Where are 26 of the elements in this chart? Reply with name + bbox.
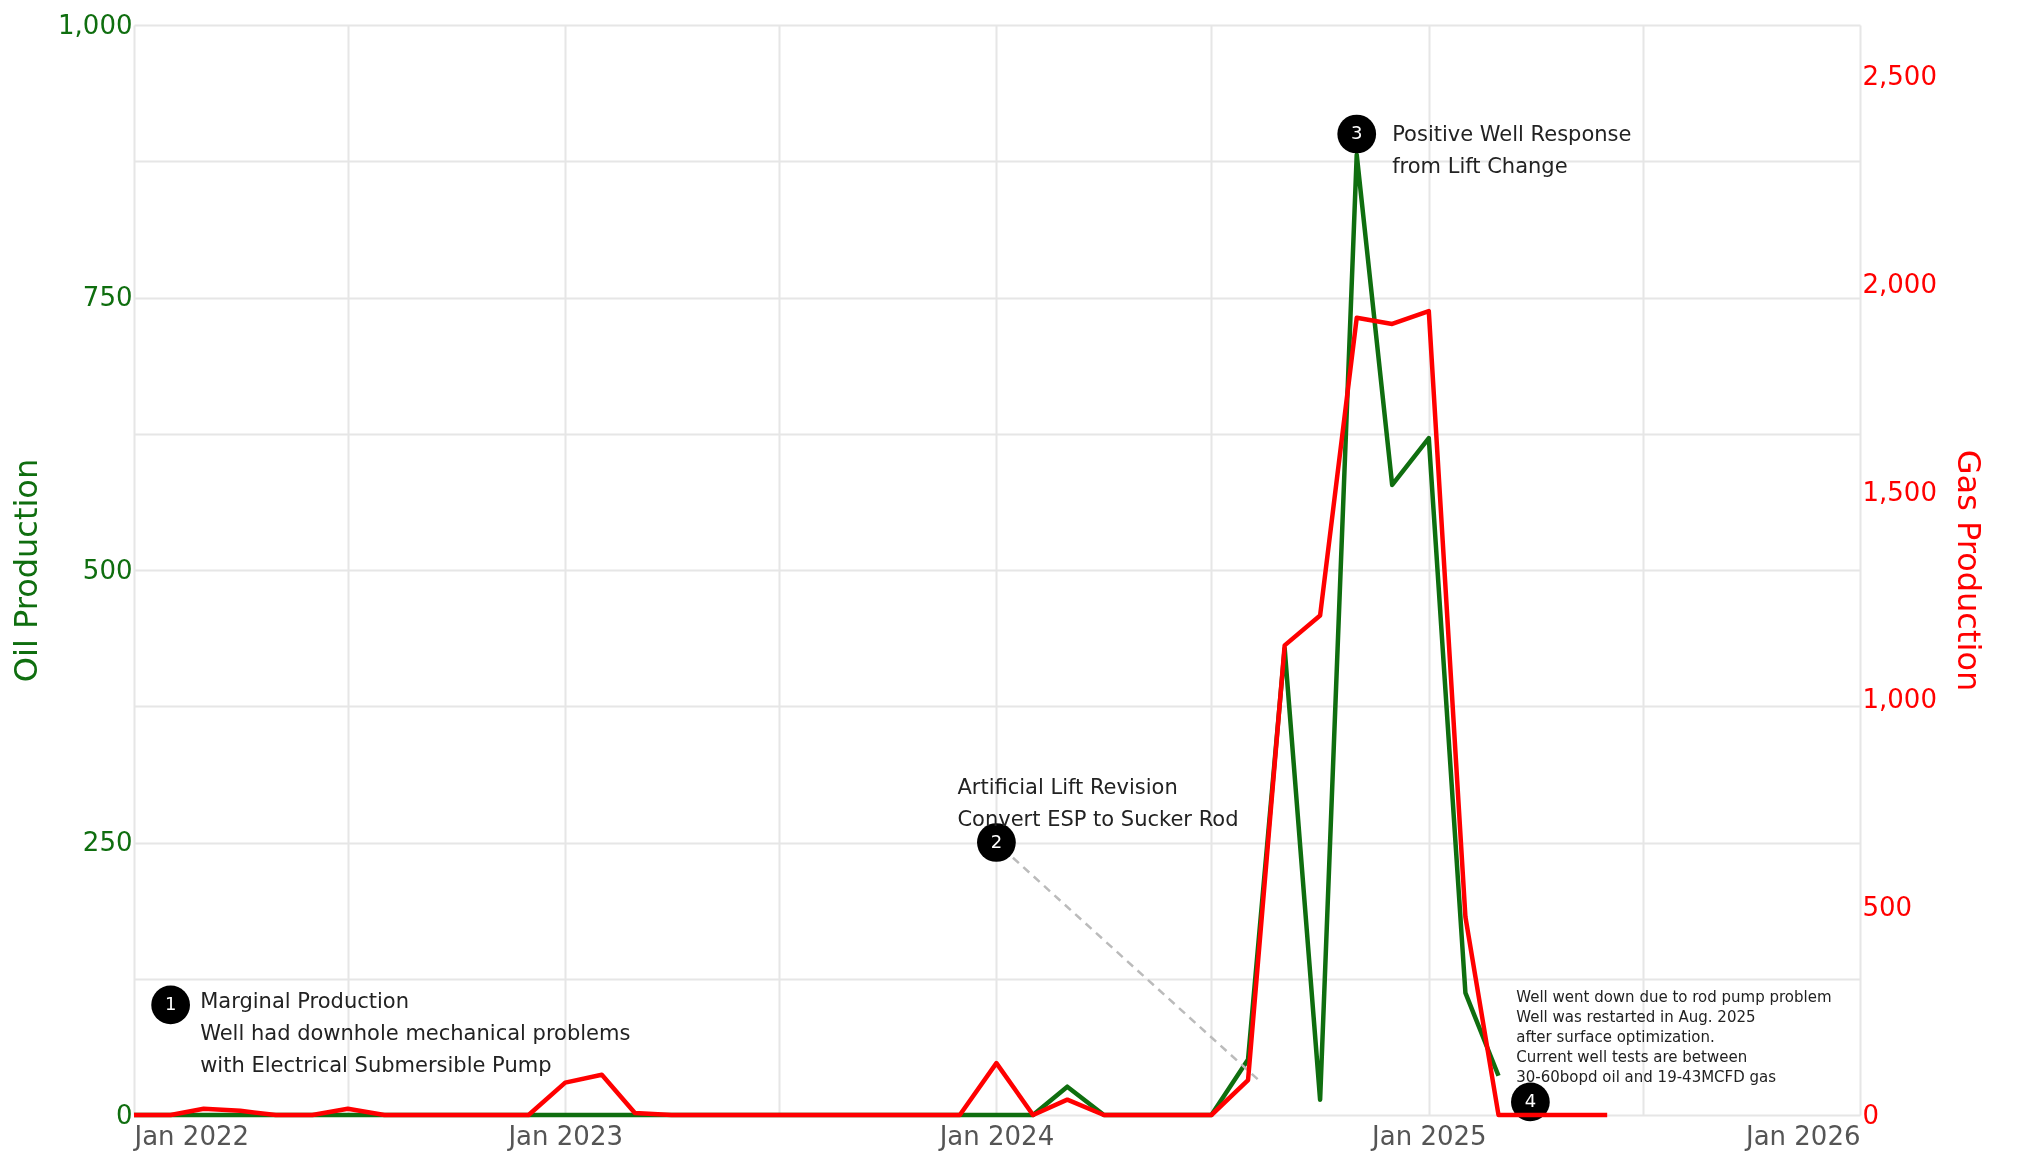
annotation: Well went down due to rod pump problem Well was restarted in Aug. 2025 after surface optimization. Current well tests are between 30-60bopd oil and 19-43MCFD gas (1516, 988, 1832, 1087)
y-tick-label: 250 (82, 827, 133, 857)
x-tick-label: Jan 2024 (937, 1120, 1055, 1151)
y-tick-label: 0 (115, 1099, 133, 1130)
y-tick-label: 500 (82, 554, 133, 585)
y2-tick-label: 1,000 (1862, 684, 1937, 715)
y-axis-title: Oil Production (7, 458, 46, 683)
y-tick-label: 750 (82, 282, 133, 312)
annotation: 4 (1524, 1089, 1537, 1111)
annotation: 2 (990, 830, 1003, 852)
x-tick-label: Jan 2026 (1743, 1120, 1861, 1151)
annotation: 1 (164, 992, 177, 1014)
y2-tick-label: 2,500 (1862, 61, 1937, 92)
y-tick-label: 1,000 (58, 9, 133, 40)
annotation: Marginal Production Well had downhole mechanical problems with Electrical Submersible Pump (200, 988, 631, 1077)
y2-tick-label: 0 (1862, 1099, 1880, 1130)
x-tick-label: Jan 2022 (132, 1120, 250, 1151)
y2-tick-label: 2,000 (1862, 269, 1937, 300)
annotation: Artificial Lift Revision Convert ESP to Sucker Rod (957, 775, 1239, 831)
y2-axis-title: Gas Production (1949, 449, 1988, 692)
annotation: 3 (1351, 122, 1363, 143)
x-tick-label: Jan 2023 (506, 1120, 623, 1151)
annotation: Positive Well Response from Lift Change (1392, 122, 1632, 179)
y2-tick-label: 500 (1862, 891, 1913, 922)
y2-tick-label: 1,500 (1862, 476, 1937, 507)
x-tick-label: Jan 2025 (1370, 1120, 1487, 1151)
